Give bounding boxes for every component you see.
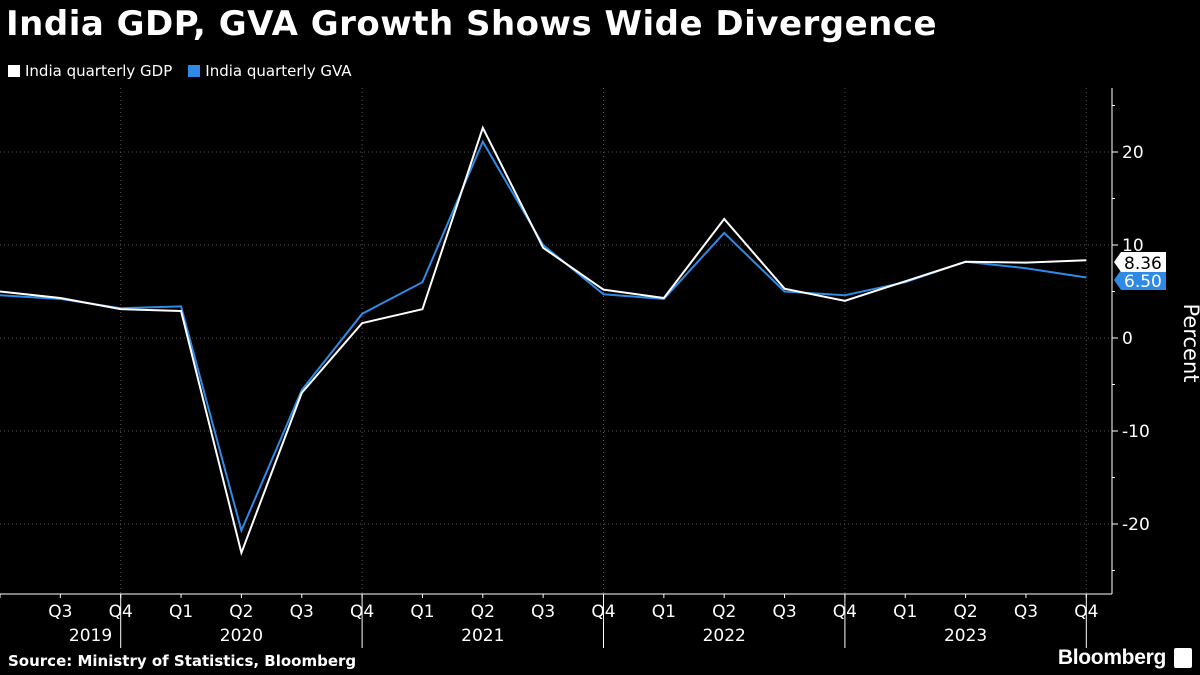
end-label-tag-gdp [1114, 252, 1166, 272]
x-tick-label: Q3 [772, 602, 796, 622]
x-tick-label: Q1 [410, 602, 434, 622]
x-tick-label: Q3 [1014, 602, 1038, 622]
x-tick-label: Q1 [893, 602, 917, 622]
series-line-gdp [0, 125, 1087, 557]
legend: India quarterly GDP India quarterly GVA [8, 62, 352, 80]
bloomberg-terminal-icon [1174, 648, 1192, 668]
x-tick-label: Q1 [652, 602, 676, 622]
series-line-gva [0, 139, 1087, 534]
source-note: Source: Ministry of Statistics, Bloomber… [8, 652, 357, 670]
x-tick-label: Q2 [229, 602, 253, 622]
legend-swatch-gva [188, 65, 201, 77]
legend-item-gdp[interactable]: India quarterly GDP [8, 62, 172, 80]
end-label-gva: 6.50 [1124, 272, 1162, 292]
y-tick-label: 10 [1122, 236, 1144, 256]
year-label: 2020 [220, 626, 263, 646]
y-axis-title: Percent [1179, 303, 1200, 382]
year-label: 2023 [944, 626, 987, 646]
year-label: 2022 [703, 626, 746, 646]
end-label-tag-gva [1114, 270, 1166, 290]
legend-item-gva[interactable]: India quarterly GVA [188, 62, 352, 80]
y-tick-label: 20 [1122, 143, 1144, 163]
x-tick-label: Q2 [953, 602, 977, 622]
x-tick-label: Q2 [712, 602, 736, 622]
legend-swatch-gdp [8, 65, 20, 77]
chart-title: India GDP, GVA Growth Shows Wide Diverge… [6, 4, 938, 44]
year-label: 2019 [69, 626, 112, 646]
x-tick-label: Q2 [471, 602, 495, 622]
x-tick-label: Q3 [531, 602, 555, 622]
y-tick-label: -20 [1122, 515, 1150, 535]
year-label: 2021 [461, 626, 504, 646]
legend-label-gva: India quarterly GVA [205, 62, 352, 80]
y-tick-label: -10 [1122, 422, 1150, 442]
x-tick-label: Q1 [169, 602, 193, 622]
y-tick-label: 0 [1122, 329, 1133, 349]
x-tick-label: Q3 [48, 602, 72, 622]
legend-label-gdp: India quarterly GDP [25, 62, 173, 80]
end-label-gdp: 8.36 [1124, 254, 1162, 274]
brand-logo: Bloomberg [1057, 646, 1166, 669]
x-tick-label: Q3 [290, 602, 314, 622]
